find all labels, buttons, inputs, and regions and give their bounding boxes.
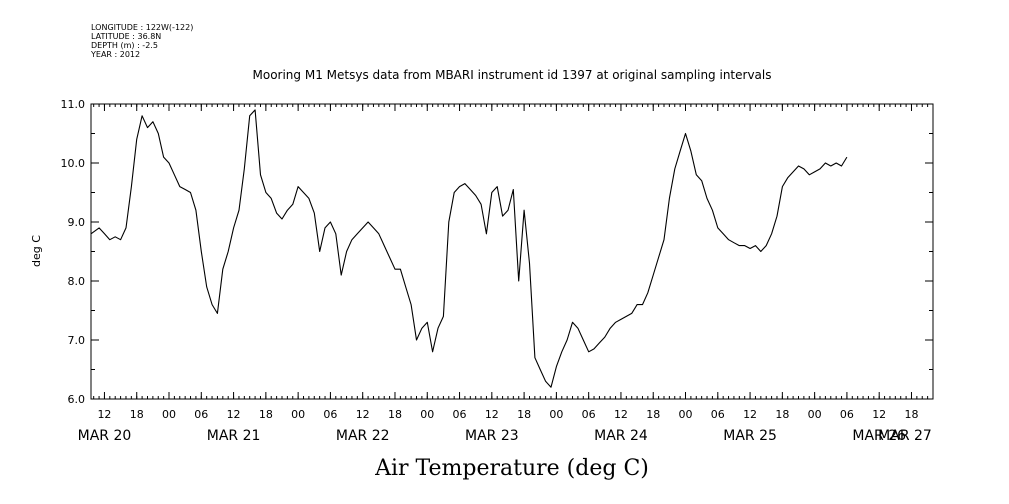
x-hour-label: 18 [904, 408, 918, 421]
x-axis: 12 18 00 06 12 18 00 06 12 18 00 06 12 18 00 06 12 18 00 06… [78, 104, 934, 444]
x-hour-label: 00 [679, 408, 693, 421]
series-group [90, 109, 848, 388]
x-hour-label: 12 [485, 408, 499, 421]
x-date-label: MAR 24 [594, 428, 648, 444]
x-hour-label: 06 [840, 408, 854, 421]
series-line [90, 109, 848, 388]
y-tick-label: 6.0 [68, 393, 86, 406]
x-hour-label: 18 [517, 408, 531, 421]
x-hour-label: 00 [549, 408, 563, 421]
x-hour-label: 12 [614, 408, 628, 421]
chart-title: Mooring M1 Metsys data from MBARI instru… [253, 68, 772, 82]
x-hour-label: 18 [259, 408, 273, 421]
x-hour-label: 18 [775, 408, 789, 421]
x-hour-label: 12 [227, 408, 241, 421]
x-date-label: MAR 26 [852, 428, 906, 444]
y-tick-label: 9.0 [68, 216, 86, 229]
x-date-label: MAR 27 [878, 428, 932, 444]
x-hour-label: 00 [162, 408, 176, 421]
meta-longitude: LONGITUDE : 122W(-122) [91, 23, 193, 32]
x-hour-label: 18 [130, 408, 144, 421]
meta-year: YEAR : 2012 [90, 50, 140, 59]
x-date-label: MAR 21 [207, 428, 261, 444]
y-axis: 6.0 7.0 8.0 9.0 10.0 11.0 [61, 98, 933, 406]
y-tick-label: 7.0 [68, 334, 86, 347]
y-tick-label: 10.0 [61, 157, 86, 170]
x-hour-label: 12 [743, 408, 757, 421]
x-date-label: MAR 20 [78, 428, 132, 444]
plot-frame [90, 103, 934, 400]
x-date-label: MAR 23 [465, 428, 519, 444]
x-date-label: MAR 22 [336, 428, 390, 444]
x-hour-label: 00 [291, 408, 305, 421]
x-date-label: MAR 25 [723, 428, 777, 444]
meta-latitude: LATITUDE : 36.8N [91, 32, 161, 41]
meta-depth: DEPTH (m) : -2.5 [91, 41, 158, 50]
x-hour-label: 18 [646, 408, 660, 421]
x-hour-label: 06 [582, 408, 596, 421]
x-hour-label: 06 [323, 408, 337, 421]
y-axis-label: deg C [30, 235, 43, 267]
x-hour-label: 06 [711, 408, 725, 421]
x-hour-label: 06 [194, 408, 208, 421]
x-hour-label: 12 [97, 408, 111, 421]
x-hour-label: 12 [872, 408, 886, 421]
y-tick-label: 11.0 [61, 98, 86, 111]
x-hour-label: 12 [356, 408, 370, 421]
x-axis-title: Air Temperature (deg C) [374, 456, 649, 481]
y-tick-label: 8.0 [68, 275, 86, 288]
x-hour-label: 00 [808, 408, 822, 421]
x-hour-label: 18 [388, 408, 402, 421]
x-hour-label: 06 [453, 408, 467, 421]
x-hour-label: 00 [420, 408, 434, 421]
